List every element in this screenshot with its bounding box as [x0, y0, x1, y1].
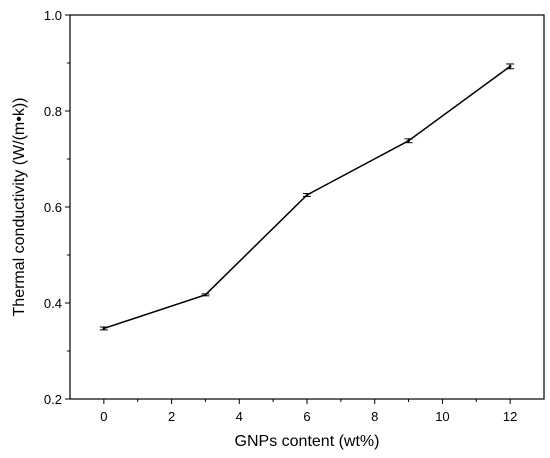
x-tick-label: 6 — [303, 409, 310, 424]
data-point — [508, 65, 512, 68]
x-tick-label: 12 — [503, 409, 517, 424]
x-tick-label: 0 — [100, 409, 107, 424]
x-tick-label: 4 — [236, 409, 243, 424]
y-tick-label: 0.4 — [44, 296, 62, 311]
series-line — [103, 65, 511, 330]
x-tick-label: 2 — [168, 409, 175, 424]
x-tick-label: 10 — [435, 409, 449, 424]
y-axis-ticks: 0.2 0.4 0.6 0.8 1.0 — [44, 8, 70, 407]
y-tick-label: 0.2 — [44, 392, 62, 407]
y-tick-label: 1.0 — [44, 8, 62, 23]
y-tick-label: 0.6 — [44, 200, 62, 215]
x-axis-title: GNPs content (wt%) — [235, 433, 380, 450]
plot-frame — [69, 14, 545, 400]
y-axis-title: Thermal conductivity (W/(m•k)) — [11, 98, 28, 317]
series-layer — [99, 63, 515, 331]
data-point — [305, 193, 309, 197]
x-tick-label: 8 — [371, 409, 378, 424]
data-point — [204, 293, 207, 297]
x-axis-ticks: 0 2 4 6 8 10 12 — [100, 399, 517, 424]
data-point — [102, 327, 106, 330]
data-point — [407, 139, 410, 143]
y-tick-label: 0.8 — [44, 104, 62, 119]
